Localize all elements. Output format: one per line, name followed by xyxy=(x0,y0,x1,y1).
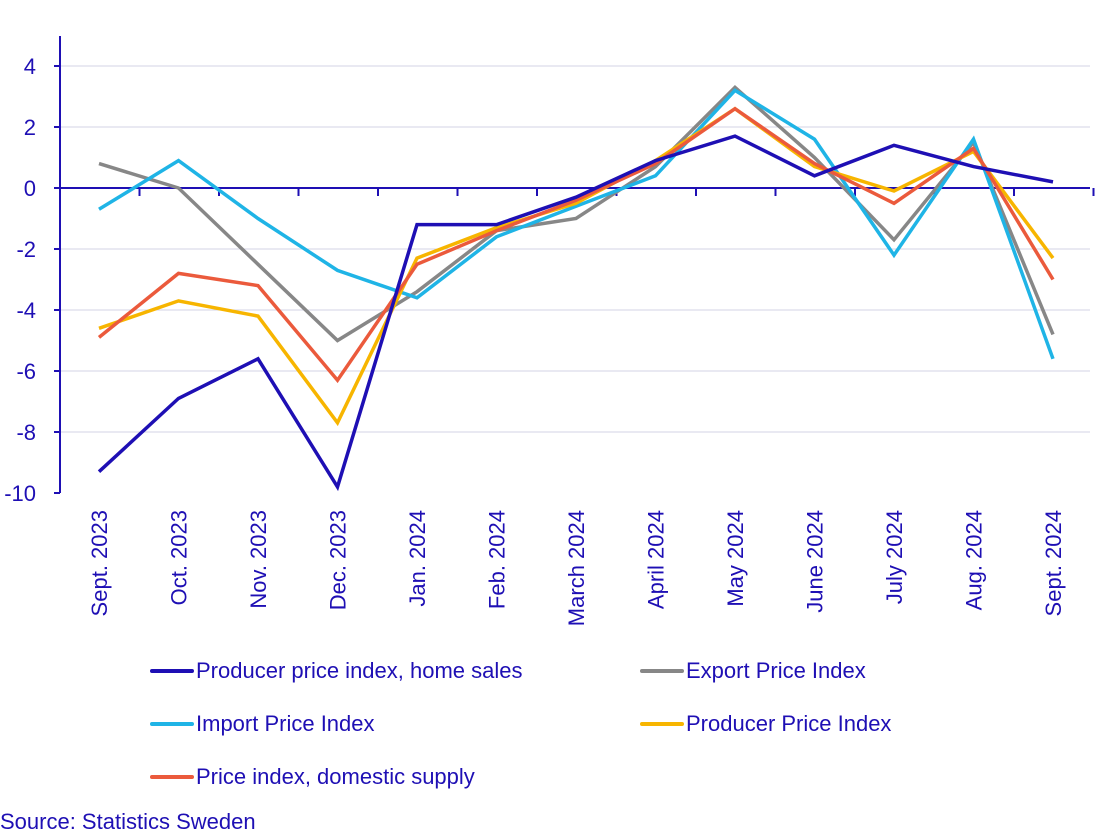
y-tick-label: -10 xyxy=(4,481,36,506)
legend-swatch xyxy=(640,721,684,726)
legend-swatch xyxy=(640,668,684,673)
x-tick-label: Oct. 2023 xyxy=(167,510,192,605)
x-tick-label: Feb. 2024 xyxy=(485,510,510,609)
x-tick-label: April 2024 xyxy=(644,510,669,609)
legend-label: Producer Price Index xyxy=(686,710,892,736)
y-tick-label: 4 xyxy=(24,54,36,79)
legend-swatch xyxy=(150,721,194,726)
legend-swatch xyxy=(150,774,194,779)
legend-item: Import Price Index xyxy=(150,705,640,742)
legend-label: Price index, domestic supply xyxy=(196,763,475,789)
x-tick-label: June 2024 xyxy=(803,510,828,613)
y-tick-label: -4 xyxy=(16,298,36,323)
legend-swatch xyxy=(150,668,194,673)
legend-label: Producer price index, home sales xyxy=(196,657,523,683)
x-tick-label: Dec. 2023 xyxy=(326,510,351,610)
x-tick-label: Aug. 2024 xyxy=(962,510,987,610)
y-tick-label: 2 xyxy=(24,115,36,140)
line-chart: 4 2 0 -2 -4 -6 -8 -10 Sept. 2023 Oct. 2023 Nov. 2… xyxy=(4,36,1095,626)
series-line xyxy=(97,106,1055,384)
x-tick-label: July 2024 xyxy=(882,510,907,604)
legend-item: Export Price Index xyxy=(640,652,1040,689)
series-lines xyxy=(97,85,1055,492)
y-tick-label: -2 xyxy=(16,237,36,262)
x-tick-labels: Sept. 2023 Oct. 2023 Nov. 2023 Dec. 2023 Jan… xyxy=(87,510,1066,626)
x-tick-label: May 2024 xyxy=(723,510,748,607)
legend-item: Price index, domestic supply xyxy=(150,758,640,795)
series-line xyxy=(98,85,1055,343)
x-tick-label: Jan. 2024 xyxy=(405,510,430,607)
y-tick-label: -6 xyxy=(16,359,36,384)
axes xyxy=(54,36,1095,494)
x-tick-label: Sept. 2024 xyxy=(1041,510,1066,616)
x-tick-label: Sept. 2023 xyxy=(87,510,112,616)
legend: Producer price index, home sales Export P… xyxy=(150,652,1050,795)
x-tick-label: Nov. 2023 xyxy=(246,510,271,609)
x-tick-label: March 2024 xyxy=(564,510,589,626)
legend-label: Import Price Index xyxy=(196,710,375,736)
y-tick-labels: 4 2 0 -2 -4 -6 -8 -10 xyxy=(4,54,36,506)
series-line xyxy=(97,134,1054,492)
gridlines xyxy=(60,65,1090,433)
y-tick-label: 0 xyxy=(24,176,36,201)
source-note: Source: Statistics Sweden xyxy=(0,809,256,834)
legend-item: Producer Price Index xyxy=(640,705,1040,742)
y-tick-label: -8 xyxy=(16,420,36,445)
series-line xyxy=(98,106,1055,427)
legend-label: Export Price Index xyxy=(686,657,866,683)
legend-item: Producer price index, home sales xyxy=(150,652,640,689)
series-line xyxy=(98,88,1055,360)
